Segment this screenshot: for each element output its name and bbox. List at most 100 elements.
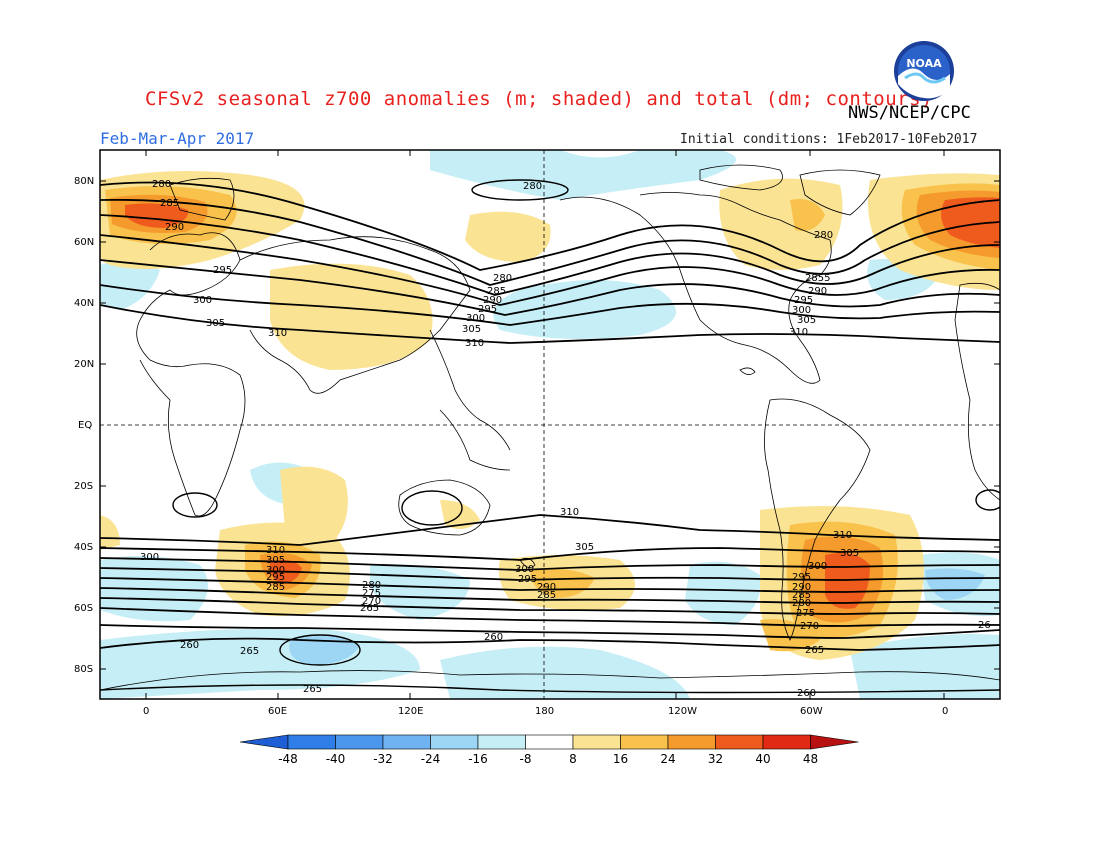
colorbar-label: 32 (708, 752, 723, 766)
contour-label: 260 (180, 640, 199, 651)
contour-labels: 280 285 290 295 300 305 310 280 285 290 … (140, 179, 991, 699)
colorbar-label: -40 (326, 752, 346, 766)
colorbar-label: -16 (468, 752, 488, 766)
noaa-logo: NOAA (894, 41, 954, 101)
lon-label: 180 (535, 706, 554, 717)
colorbar-label: -32 (373, 752, 393, 766)
contour-label: 310 (789, 327, 808, 338)
contour-label: 300 (193, 295, 212, 306)
latitude-axis: 80N 60N 40N 20N EQ 20S 40S 60S 80S (74, 176, 1000, 675)
map-frame (99, 149, 1001, 700)
contour-label: 305 (575, 542, 594, 553)
contour-label: 305 (840, 548, 859, 559)
agency-label: NWS/NCEP/CPC (848, 103, 971, 123)
contour-label: 290 (792, 582, 811, 593)
contour-label: 260 (797, 688, 816, 699)
lon-label: 0 (942, 706, 948, 717)
contour-label: 270 (362, 596, 381, 607)
longitude-axis: 0 60E 120E 180 120W 60W 0 (143, 150, 948, 717)
contour-label: 300 (515, 564, 534, 575)
colorbar-swatch (620, 734, 669, 750)
contour-label: 300 (466, 313, 485, 324)
colorbar-swatch (572, 734, 621, 750)
contour-label: 285 (487, 286, 506, 297)
contour-label: 265 (303, 684, 322, 695)
contour-label: 295 (518, 574, 537, 585)
contour-label: 280 (792, 598, 811, 609)
contour-label: 295 (478, 304, 497, 315)
colorbar-label: -8 (520, 752, 532, 766)
lat-label: 80N (74, 176, 94, 187)
colorbar-swatch (477, 734, 526, 750)
colorbar: -48 -40 -32 -24 -16 -8 8 16 24 32 40 48 (239, 734, 859, 766)
lat-label: 60S (74, 603, 93, 614)
lon-label: 0 (143, 706, 149, 717)
contour-label: 280 (152, 179, 171, 190)
lat-label: 40S (74, 542, 93, 553)
season-label: Feb-Mar-Apr 2017 (100, 129, 255, 148)
lon-label: 120E (398, 706, 423, 717)
contour-label: 290 (808, 286, 827, 297)
colorbar-arrow-high (810, 734, 859, 750)
height-contours (100, 181, 1000, 651)
contour-label: 265 (240, 646, 259, 657)
contour-label: 290 (165, 222, 184, 233)
contour-label: 26 (978, 620, 991, 631)
lat-label: 80S (74, 664, 93, 675)
contour-label: 285 (266, 582, 285, 593)
colorbar-label: 48 (803, 752, 818, 766)
contour-label: 310 (465, 338, 484, 349)
contour-label: 295 (792, 572, 811, 583)
contour-label: 260 (484, 632, 503, 643)
colorbar-label: 16 (613, 752, 628, 766)
colorbar-swatch (287, 734, 336, 750)
lon-label: 60E (268, 706, 287, 717)
colorbar-swatch (382, 734, 431, 750)
colorbar-swatch (430, 734, 479, 750)
lat-label: 60N (74, 237, 94, 248)
colorbar-swatch (525, 734, 574, 750)
lat-label: 20S (74, 481, 93, 492)
initial-conditions-label: Initial conditions: 1Feb2017-10Feb2017 (680, 132, 978, 147)
contour-label: 280 (493, 273, 512, 284)
contour-label: 265 (805, 645, 824, 656)
contour-label: 310 (833, 530, 852, 541)
closed-contours (100, 179, 1000, 694)
colorbar-label: -24 (421, 752, 441, 766)
colorbar-swatch (715, 734, 764, 750)
contour-label: 265 (360, 603, 379, 614)
lat-label: 20N (74, 359, 94, 370)
colorbar-arrow-low (239, 734, 289, 750)
contour-label: 305 (797, 315, 816, 326)
contour-label: 285 (792, 590, 811, 601)
colorbar-label: 24 (660, 752, 675, 766)
map-title: CFSv2 seasonal z700 anomalies (m; shaded… (145, 88, 933, 110)
colorbar-swatch (335, 734, 384, 750)
contour-label: 295 (266, 572, 285, 583)
contour-label: 305 (462, 324, 481, 335)
contour-label: 280 (814, 230, 833, 241)
contour-label: 290 (483, 295, 502, 306)
contour-label: 305 (206, 318, 225, 329)
contour-label: 295 (213, 265, 232, 276)
contour-label: 310 (560, 507, 579, 518)
colorbar-label: -48 (278, 752, 298, 766)
colorbar-swatch (667, 734, 716, 750)
contour-label: 275 (362, 588, 381, 599)
contour-label: 2855 (805, 273, 830, 284)
contour-label: 285 (160, 198, 179, 209)
contour-label: 270 (800, 621, 819, 632)
colorbar-swatch (762, 734, 811, 750)
contour-label: 310 (268, 328, 287, 339)
lat-label: EQ (78, 420, 92, 431)
contour-label: 280 (362, 580, 381, 591)
contour-label: 310 (266, 545, 285, 556)
contour-label: 300 (808, 561, 827, 572)
contour-label: 305 (266, 555, 285, 566)
contour-label: 300 (140, 552, 159, 563)
contour-label: 295 (794, 295, 813, 306)
contour-label: 300 (266, 565, 285, 576)
contour-label: 285 (537, 590, 556, 601)
contour-label: 300 (792, 305, 811, 316)
